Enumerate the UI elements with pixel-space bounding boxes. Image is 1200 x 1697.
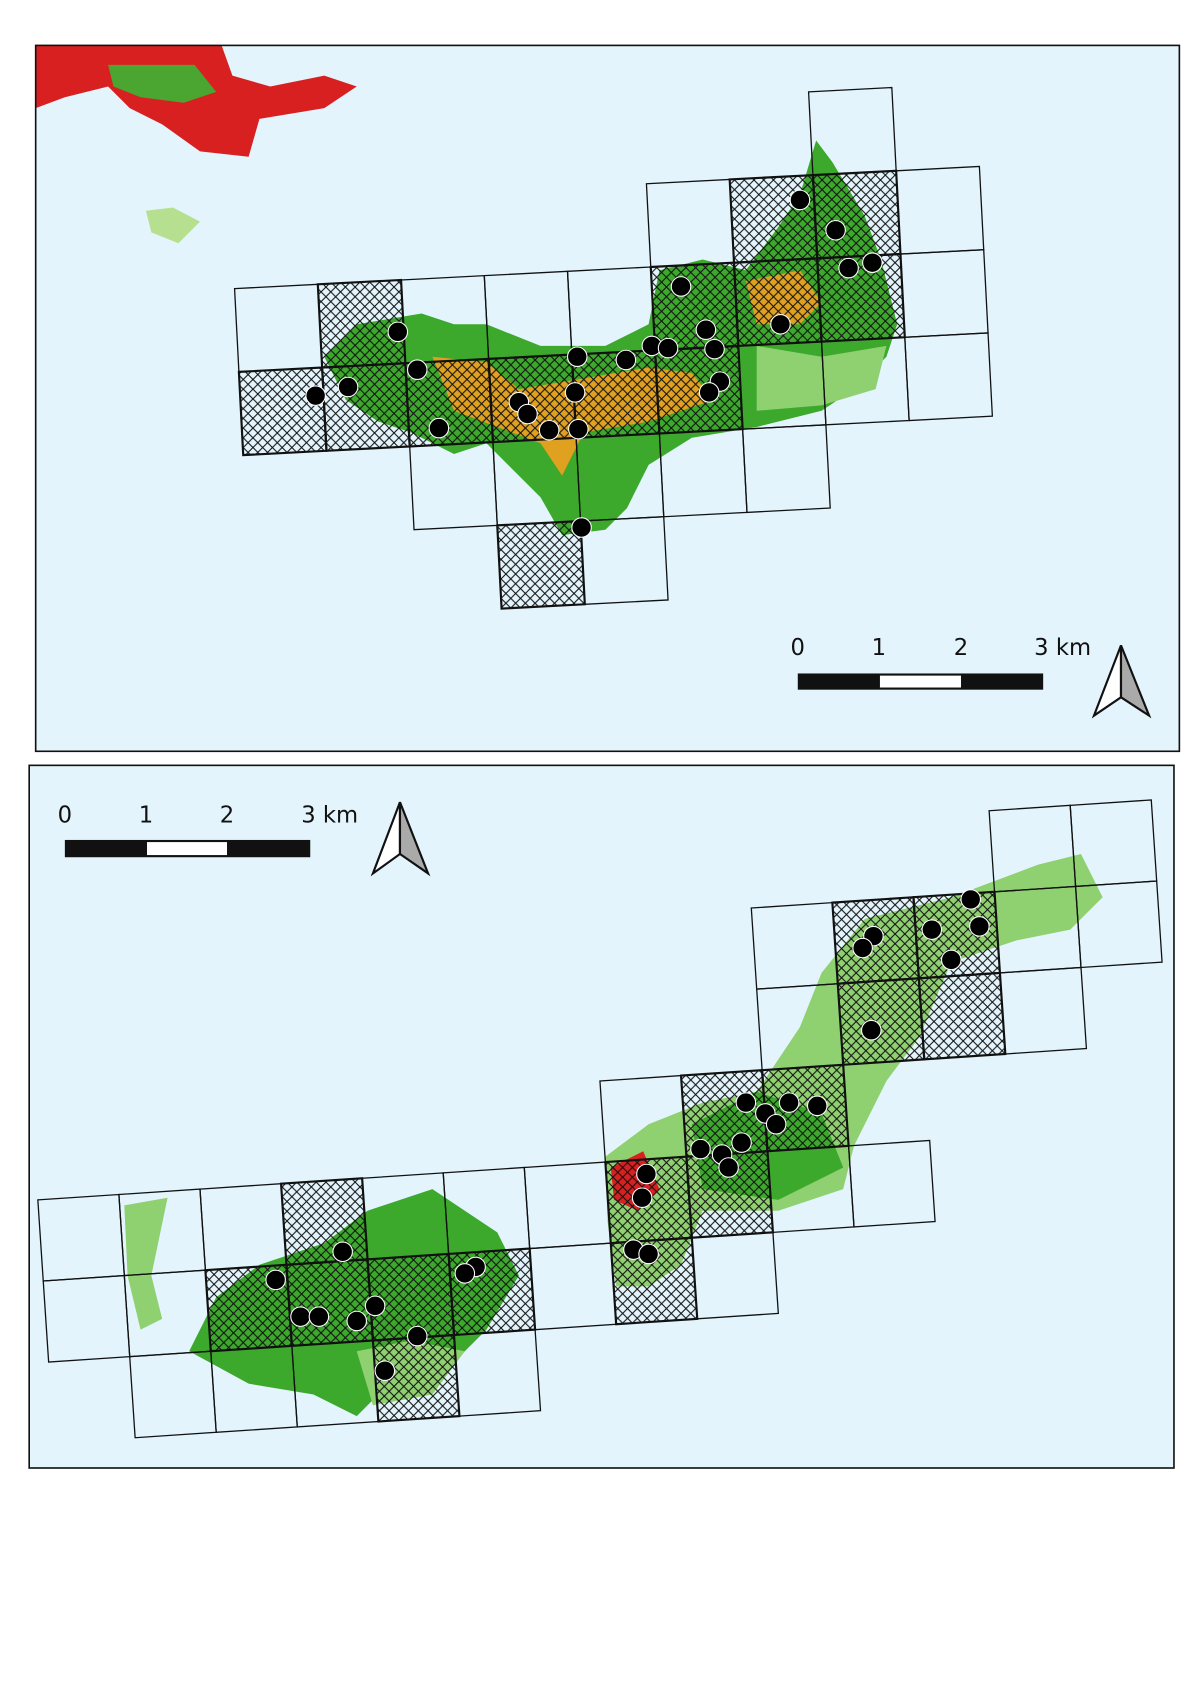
site [566, 346, 588, 367]
site [735, 1092, 757, 1113]
grid-cell-hatched [728, 173, 819, 264]
site [615, 349, 637, 371]
site [428, 417, 450, 439]
grid-cell-hatched [447, 1247, 537, 1337]
site [921, 919, 943, 940]
site [838, 257, 859, 279]
site [517, 403, 538, 425]
grid-cell-hatched [836, 977, 926, 1066]
site [308, 1306, 330, 1327]
grid-cell-hatched [237, 366, 328, 457]
sea [29, 765, 1174, 1468]
scale-label: 2 [954, 635, 968, 661]
site [406, 359, 428, 380]
site [718, 1157, 739, 1178]
site [852, 937, 873, 959]
land-light [756, 345, 887, 411]
site [698, 382, 720, 403]
sites [305, 189, 883, 538]
grid [37, 799, 1163, 1439]
site [806, 1095, 828, 1117]
frame [28, 764, 1175, 1469]
site [960, 889, 982, 910]
site [778, 1092, 800, 1113]
site [538, 419, 560, 441]
site [861, 1019, 882, 1041]
site [631, 1187, 653, 1209]
site [332, 1241, 353, 1263]
grid-cell-hatched [321, 362, 411, 452]
site [364, 1295, 386, 1317]
site [969, 916, 990, 937]
grid-cell [579, 516, 669, 605]
grid-cell-hatched [917, 971, 1007, 1061]
grid-cell [847, 1139, 936, 1228]
site [695, 319, 717, 340]
grid-cell-hatched [496, 519, 586, 610]
site [568, 418, 589, 440]
site [564, 382, 586, 403]
grid-cell [691, 1231, 780, 1320]
scale-label: 1 [872, 635, 886, 661]
grid-cell-hatched [487, 353, 578, 444]
site [454, 1263, 476, 1284]
sites [265, 889, 990, 1381]
site [636, 1163, 657, 1185]
frame [34, 44, 1181, 753]
site [765, 1113, 787, 1135]
scale-label: 1 [139, 803, 153, 829]
scale-label: 0 [791, 635, 805, 661]
site [374, 1360, 396, 1381]
site [406, 1325, 428, 1347]
grid-cell [1074, 880, 1163, 969]
scale-bar: 0 1 2 3 km [58, 803, 358, 858]
map-top: 0 1 2 3 km [35, 45, 1180, 752]
site [690, 1138, 711, 1160]
site [825, 219, 846, 241]
land-green [108, 64, 217, 103]
map-bottom: 0 1 2 3 km [29, 765, 1174, 1468]
site [337, 376, 359, 398]
site [704, 338, 725, 360]
grid-cell [741, 424, 831, 514]
grid-cell [453, 1328, 542, 1417]
scale-label: 2 [220, 803, 234, 829]
site [305, 385, 326, 406]
site [571, 517, 592, 538]
scale-label: 3 km [1034, 635, 1091, 661]
grid-cell-hatched [811, 169, 902, 260]
grid-cell [904, 332, 994, 422]
grid-cell-hatched [279, 1177, 369, 1266]
north-arrow [370, 801, 431, 877]
site [789, 189, 811, 211]
site [265, 1269, 286, 1291]
grid-cell-hatched [816, 252, 906, 343]
islet [124, 1197, 168, 1330]
islet [145, 207, 200, 244]
grid-cell-hatched [760, 1063, 850, 1153]
grid-cell-hatched [649, 261, 740, 352]
grid-cell-hatched [285, 1258, 375, 1347]
scale-label: 0 [58, 803, 72, 829]
maps: 0 1 2 3 km 0 1 [28, 44, 1181, 1469]
site [731, 1132, 752, 1153]
site [638, 1243, 659, 1265]
site [770, 314, 791, 335]
scale-label: 3 km [301, 803, 358, 829]
site [670, 276, 692, 297]
scale-bar: 0 1 2 3 km [791, 635, 1091, 690]
site [941, 949, 962, 971]
site [657, 337, 679, 359]
north-arrow [1091, 644, 1152, 719]
site [290, 1306, 311, 1327]
site [862, 252, 883, 273]
site [346, 1310, 367, 1332]
grid-cell-hatched [653, 344, 744, 435]
site [387, 321, 409, 343]
